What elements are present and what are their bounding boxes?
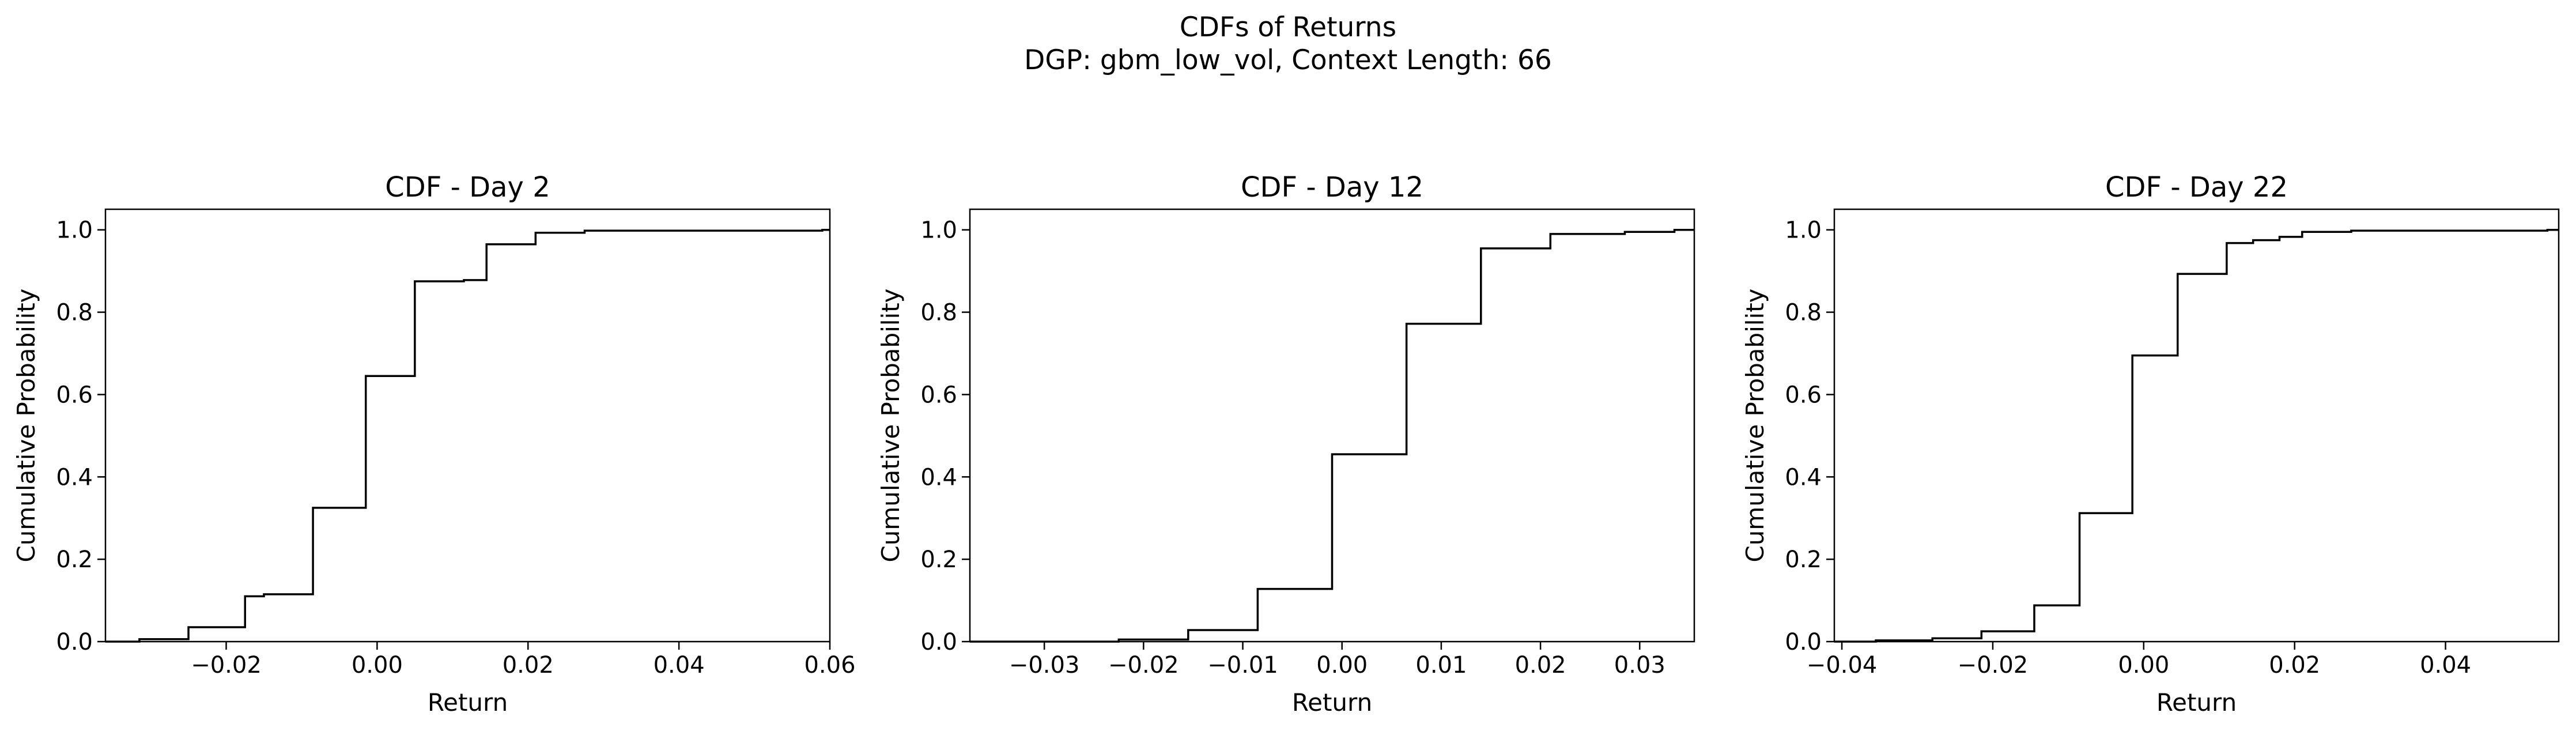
axes-frame (1833, 208, 2560, 643)
x-tick-label: 0.04 (2420, 652, 2471, 679)
panel-title: CDF - Day 22 (2105, 171, 2288, 203)
panel-title: CDF - Day 2 (385, 171, 550, 203)
axes-frame (104, 208, 831, 643)
y-tick-label: 1.0 (56, 217, 93, 244)
x-tick-label: 0.00 (1316, 652, 1368, 679)
cdf-step-line (970, 228, 1694, 643)
x-axis-label: Return (428, 688, 508, 717)
y-tick-label: 0.2 (1785, 546, 1822, 573)
x-tick-label: 0.06 (804, 652, 855, 679)
x-tick-label: 0.03 (1614, 652, 1665, 679)
y-tick-label: 0.6 (1785, 382, 1822, 408)
y-tick-label: 0.6 (920, 382, 957, 408)
y-tick-label: 0.0 (1785, 629, 1822, 655)
y-tick-label: 0.4 (56, 464, 93, 491)
x-tick-label: −0.04 (1807, 652, 1878, 679)
y-axis-label: Cumulative Probability (1741, 288, 1769, 562)
y-tick-label: 1.0 (1785, 217, 1822, 244)
chart-panel-2: CDF - Day 12 −0.03 −0.02 −0.01 0.00 0.01 0.02 0… (877, 171, 1695, 717)
chart-panel-3: CDF - Day 22 −0.04 −0.02 0.00 0.02 0.04 0.0 0.2… (1741, 171, 2560, 717)
x-tick-label: 0.02 (2269, 652, 2320, 679)
y-tick-label: 0.8 (56, 300, 93, 326)
cdf-step-line (1834, 228, 2559, 643)
x-tick-label: 0.04 (654, 652, 705, 679)
y-axis-label: Cumulative Probability (12, 288, 40, 562)
x-tick-label: −0.02 (191, 652, 262, 679)
x-tick-label: 0.02 (503, 652, 554, 679)
y-tick-label: 0.2 (56, 546, 93, 573)
y-tick-label: 0.2 (920, 546, 957, 573)
y-tick-label: 0.4 (920, 464, 957, 491)
chart-panel-1: CDF - Day 2 −0.02 0.00 0.02 0.04 0.06 0.0 0.2 0.… (12, 171, 856, 717)
x-tick-label: 0.00 (352, 652, 403, 679)
x-axis-label: Return (2156, 688, 2237, 717)
y-axis-label: Cumulative Probability (877, 288, 905, 562)
y-tick-label: 0.8 (1785, 300, 1822, 326)
x-axis-label: Return (1292, 688, 1372, 717)
y-tick-label: 0.8 (920, 300, 957, 326)
chart-panels: CDF - Day 2 −0.02 0.00 0.02 0.04 0.06 0.0 0.2 0.… (12, 171, 2560, 717)
x-tick-label: 0.01 (1415, 652, 1467, 679)
x-tick-label: −0.02 (1958, 652, 2029, 679)
y-tick-label: 0.4 (1785, 464, 1822, 491)
x-tick-label: −0.03 (1009, 652, 1080, 679)
x-tick-label: −0.02 (1108, 652, 1179, 679)
x-tick-label: 0.02 (1515, 652, 1566, 679)
cdf-step-line (105, 228, 830, 643)
x-tick-label: −0.01 (1207, 652, 1278, 679)
figure-title: CDFs of Returns (1180, 12, 1396, 43)
panel-title: CDF - Day 12 (1241, 171, 1423, 203)
figure-subtitle: DGP: gbm_low_vol, Context Length: 66 (1024, 44, 1552, 76)
y-tick-label: 0.6 (56, 382, 93, 408)
y-tick-label: 0.0 (920, 629, 957, 655)
x-tick-label: 0.00 (2118, 652, 2169, 679)
axes-frame (969, 208, 1695, 643)
y-tick-label: 0.0 (56, 629, 93, 655)
y-tick-label: 1.0 (920, 217, 957, 244)
